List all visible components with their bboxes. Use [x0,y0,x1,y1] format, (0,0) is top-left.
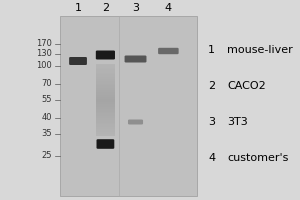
FancyBboxPatch shape [96,85,115,86]
FancyBboxPatch shape [96,102,115,103]
FancyBboxPatch shape [96,66,115,68]
FancyBboxPatch shape [96,98,115,99]
FancyBboxPatch shape [96,96,115,97]
FancyBboxPatch shape [96,109,115,110]
FancyBboxPatch shape [96,130,115,131]
FancyBboxPatch shape [60,16,197,196]
Text: 40: 40 [41,114,52,122]
Text: 4: 4 [208,153,215,163]
FancyBboxPatch shape [96,121,115,123]
Text: 25: 25 [41,152,52,160]
FancyBboxPatch shape [96,132,115,134]
FancyBboxPatch shape [96,88,115,90]
FancyBboxPatch shape [96,77,115,79]
FancyBboxPatch shape [96,131,115,132]
FancyBboxPatch shape [96,64,115,65]
FancyBboxPatch shape [69,57,87,65]
Text: 4: 4 [165,3,172,13]
FancyBboxPatch shape [96,127,115,129]
FancyBboxPatch shape [96,120,115,121]
FancyBboxPatch shape [96,134,115,135]
FancyBboxPatch shape [96,112,115,113]
FancyBboxPatch shape [96,70,115,71]
FancyBboxPatch shape [128,119,143,124]
FancyBboxPatch shape [96,92,115,93]
Text: 3: 3 [132,3,139,13]
Text: 3: 3 [208,117,215,127]
FancyBboxPatch shape [96,90,115,91]
FancyBboxPatch shape [96,99,115,101]
FancyBboxPatch shape [96,104,115,105]
FancyBboxPatch shape [96,116,115,118]
FancyBboxPatch shape [96,135,115,136]
FancyBboxPatch shape [96,97,115,98]
FancyBboxPatch shape [96,115,115,116]
FancyBboxPatch shape [96,114,115,115]
FancyBboxPatch shape [96,73,115,74]
FancyBboxPatch shape [96,75,115,76]
Text: 3T3: 3T3 [227,117,248,127]
FancyBboxPatch shape [96,93,115,95]
FancyBboxPatch shape [96,125,115,126]
FancyBboxPatch shape [96,79,115,80]
Text: mouse-liver: mouse-liver [227,45,293,55]
FancyBboxPatch shape [96,76,115,77]
FancyBboxPatch shape [96,126,115,127]
FancyBboxPatch shape [158,48,178,54]
Text: CACO2: CACO2 [227,81,266,91]
FancyBboxPatch shape [96,65,115,66]
FancyBboxPatch shape [96,86,115,87]
Text: customer's: customer's [227,153,289,163]
FancyBboxPatch shape [96,110,115,112]
Text: 170: 170 [36,40,52,48]
Text: 130: 130 [36,49,52,58]
FancyBboxPatch shape [96,74,115,75]
FancyBboxPatch shape [96,69,115,70]
Text: 2: 2 [102,3,109,13]
Text: 2: 2 [208,81,215,91]
Text: 35: 35 [41,130,52,139]
FancyBboxPatch shape [96,50,115,60]
FancyBboxPatch shape [96,119,115,120]
Text: 70: 70 [41,79,52,88]
FancyBboxPatch shape [96,108,115,109]
Text: 1: 1 [208,45,215,55]
FancyBboxPatch shape [96,113,115,114]
FancyBboxPatch shape [96,81,115,82]
Text: 1: 1 [74,3,82,13]
FancyBboxPatch shape [96,87,115,88]
FancyBboxPatch shape [96,107,115,108]
FancyBboxPatch shape [96,103,115,104]
Text: 55: 55 [41,96,52,104]
FancyBboxPatch shape [96,123,115,124]
FancyBboxPatch shape [96,105,115,107]
Text: 100: 100 [36,62,52,71]
FancyBboxPatch shape [96,91,115,92]
FancyBboxPatch shape [96,71,115,73]
FancyBboxPatch shape [96,84,115,85]
FancyBboxPatch shape [96,101,115,102]
FancyBboxPatch shape [96,82,115,84]
FancyBboxPatch shape [97,139,114,149]
FancyBboxPatch shape [96,124,115,125]
FancyBboxPatch shape [96,80,115,81]
FancyBboxPatch shape [124,55,146,62]
FancyBboxPatch shape [96,129,115,130]
FancyBboxPatch shape [96,68,115,69]
FancyBboxPatch shape [96,95,115,96]
FancyBboxPatch shape [96,118,115,119]
